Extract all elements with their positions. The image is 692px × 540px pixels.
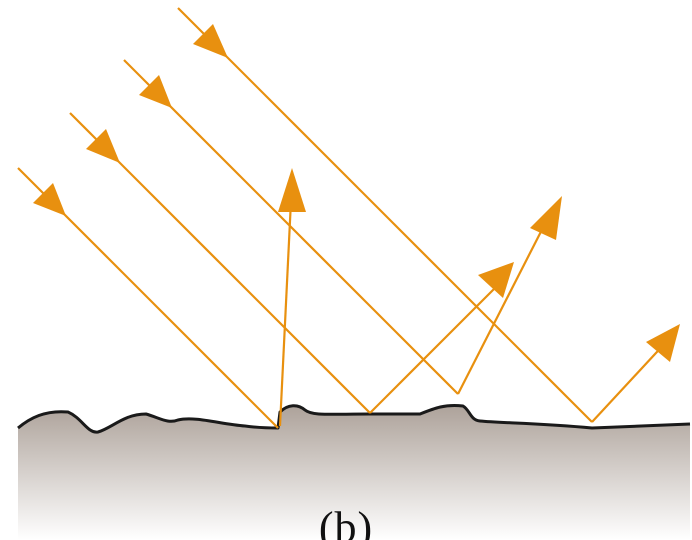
reflected-arrowhead-4 — [646, 324, 680, 362]
surface-line — [17, 404, 691, 434]
reflected-ray-4 — [591, 339, 669, 423]
reflected-ray-3 — [457, 211, 552, 395]
reflected-arrowhead-2 — [478, 262, 514, 298]
panel-label: (b) — [318, 503, 374, 540]
incident-arrowhead-3 — [139, 75, 172, 108]
incident-ray-3 — [123, 59, 459, 395]
incident-ray-4 — [177, 7, 593, 423]
incident-arrowhead-1 — [33, 183, 66, 216]
reflected-ray-2 — [369, 279, 504, 414]
reflected-ray-1 — [278, 179, 294, 427]
reflected-arrowhead-3 — [530, 196, 562, 240]
arrowheads-group — [33, 24, 680, 362]
reflected-arrowhead-1 — [278, 168, 306, 212]
rays-group — [17, 7, 669, 429]
incident-arrowhead-4 — [193, 24, 228, 58]
rough-surface-ground — [18, 405, 690, 540]
incident-arrowhead-2 — [86, 129, 120, 163]
